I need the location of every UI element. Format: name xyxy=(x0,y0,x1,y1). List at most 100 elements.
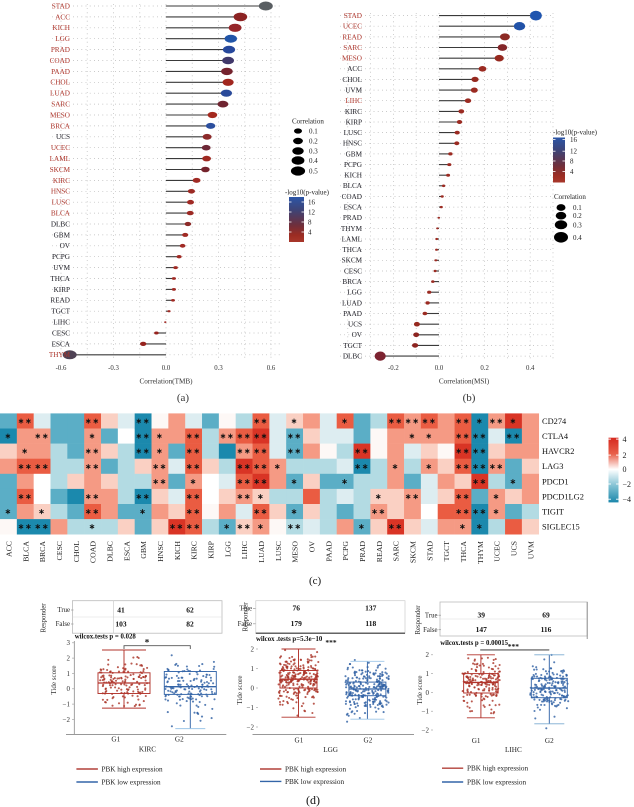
svg-text:12: 12 xyxy=(570,148,578,156)
svg-text:HNSC: HNSC xyxy=(343,140,362,148)
svg-text:∗∗: ∗∗ xyxy=(472,447,487,456)
svg-text:LIHC: LIHC xyxy=(240,541,249,559)
svg-text:PBK high expression: PBK high expression xyxy=(102,766,164,774)
svg-text:−2: −2 xyxy=(422,726,430,734)
svg-text:PRAD: PRAD xyxy=(358,541,367,562)
svg-text:OV: OV xyxy=(352,331,363,339)
svg-text:READ: READ xyxy=(342,33,362,41)
svg-text:∗∗: ∗∗ xyxy=(136,447,151,456)
svg-text:ACC: ACC xyxy=(347,65,362,73)
svg-text:False: False xyxy=(423,627,437,634)
svg-text:LGG: LGG xyxy=(55,35,70,43)
svg-text:∗: ∗ xyxy=(5,432,12,441)
svg-text:UCS: UCS xyxy=(56,133,70,141)
svg-text:∗∗: ∗∗ xyxy=(422,417,437,426)
svg-text:Tide score: Tide score xyxy=(50,665,58,694)
svg-text:∗∗: ∗∗ xyxy=(186,522,201,531)
svg-text:2: 2 xyxy=(426,651,430,659)
svg-text:∗∗: ∗∗ xyxy=(18,417,33,426)
svg-text:0.3: 0.3 xyxy=(214,365,223,372)
svg-text:4: 4 xyxy=(570,168,574,176)
svg-text:KICH: KICH xyxy=(344,172,362,180)
svg-text:∗: ∗ xyxy=(459,522,466,531)
svg-text:LUAD: LUAD xyxy=(342,299,362,307)
svg-text:−2: −2 xyxy=(623,480,632,489)
svg-text:UCS: UCS xyxy=(348,321,362,329)
svg-text:LGG: LGG xyxy=(347,289,362,297)
svg-text:GBM: GBM xyxy=(54,231,71,239)
svg-text:0.4: 0.4 xyxy=(573,234,582,242)
svg-text:PAAD: PAAD xyxy=(324,541,333,562)
svg-text:∗: ∗ xyxy=(476,522,483,531)
svg-text:∗∗: ∗∗ xyxy=(35,432,50,441)
svg-text:BRCA: BRCA xyxy=(342,278,362,286)
svg-text:∗∗: ∗∗ xyxy=(355,462,370,471)
svg-text:SARC: SARC xyxy=(343,44,362,52)
svg-text:-0.6: -0.6 xyxy=(56,365,67,372)
svg-text:−2: −2 xyxy=(63,716,71,724)
svg-text:∗∗: ∗∗ xyxy=(186,447,201,456)
svg-text:∗: ∗ xyxy=(224,522,231,531)
svg-text:MESO: MESO xyxy=(291,541,300,563)
svg-text:KIRC: KIRC xyxy=(139,746,156,754)
svg-text:THYM: THYM xyxy=(341,225,363,233)
svg-text:0.3: 0.3 xyxy=(573,221,582,229)
svg-text:***: *** xyxy=(508,642,520,651)
svg-text:∗∗: ∗∗ xyxy=(237,522,252,531)
svg-text:∗∗: ∗∗ xyxy=(472,507,487,516)
svg-text:UCEC: UCEC xyxy=(343,23,362,31)
svg-text:∗: ∗ xyxy=(22,447,29,456)
svg-text:0.4: 0.4 xyxy=(309,157,318,165)
svg-text:∗∗: ∗∗ xyxy=(85,417,100,426)
svg-text:∗∗: ∗∗ xyxy=(388,417,403,426)
svg-text:∗∗: ∗∗ xyxy=(472,477,487,486)
svg-text:∗: ∗ xyxy=(291,477,298,486)
svg-text:∗: ∗ xyxy=(156,447,163,456)
svg-text:∗∗: ∗∗ xyxy=(388,522,403,531)
svg-text:∗∗: ∗∗ xyxy=(456,447,471,456)
svg-text:∗: ∗ xyxy=(341,417,348,426)
svg-text:∗: ∗ xyxy=(510,417,517,426)
svg-text:LAG3: LAG3 xyxy=(542,462,563,471)
svg-text:UCEC: UCEC xyxy=(493,541,502,562)
svg-text:137: 137 xyxy=(365,604,377,613)
svg-text:DLBC: DLBC xyxy=(105,541,114,562)
svg-text:ESCA: ESCA xyxy=(122,541,131,561)
svg-text:8: 8 xyxy=(308,219,312,227)
svg-text:CHOL: CHOL xyxy=(72,541,81,562)
svg-text:True: True xyxy=(425,612,438,619)
svg-text:PAAD: PAAD xyxy=(51,68,70,76)
svg-text:∗∗: ∗∗ xyxy=(153,477,168,486)
svg-text:0.1: 0.1 xyxy=(573,204,582,212)
svg-text:LAML: LAML xyxy=(342,235,362,243)
svg-text:∗∗: ∗∗ xyxy=(254,462,269,471)
svg-text:OV: OV xyxy=(307,541,316,553)
svg-text:THYM: THYM xyxy=(476,541,485,564)
svg-text:True: True xyxy=(239,606,252,613)
svg-text:∗: ∗ xyxy=(257,492,264,501)
svg-text:KIRC: KIRC xyxy=(190,541,199,560)
svg-text:SKCM: SKCM xyxy=(50,166,71,174)
svg-text:8: 8 xyxy=(570,158,574,166)
svg-text:LGG: LGG xyxy=(223,541,232,557)
svg-text:−1: −1 xyxy=(247,704,255,712)
svg-text:16: 16 xyxy=(308,199,316,207)
svg-text:∗∗: ∗∗ xyxy=(85,462,100,471)
svg-text:∗: ∗ xyxy=(156,432,163,441)
svg-text:PCPG: PCPG xyxy=(344,161,362,169)
svg-text:0.2: 0.2 xyxy=(480,365,489,372)
svg-text:∗∗: ∗∗ xyxy=(153,462,168,471)
svg-text:82: 82 xyxy=(186,620,194,629)
svg-text:∗∗: ∗∗ xyxy=(254,447,269,456)
svg-text:∗∗: ∗∗ xyxy=(186,432,201,441)
svg-text:MESO: MESO xyxy=(342,55,362,63)
svg-text:∗∗: ∗∗ xyxy=(186,507,201,516)
svg-text:KIRP: KIRP xyxy=(206,540,215,558)
svg-text:(a): (a) xyxy=(177,392,190,404)
svg-text:GBM: GBM xyxy=(346,150,363,158)
svg-text:∗∗: ∗∗ xyxy=(456,507,471,516)
svg-text:wilcox .tests p=5.3e−10: wilcox .tests p=5.3e−10 xyxy=(256,636,323,643)
svg-text:KIRC: KIRC xyxy=(345,108,362,116)
svg-text:UVM: UVM xyxy=(345,87,362,95)
svg-text:G2: G2 xyxy=(364,736,373,744)
